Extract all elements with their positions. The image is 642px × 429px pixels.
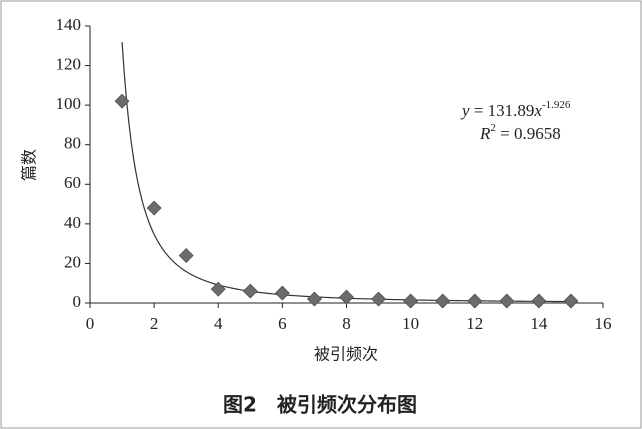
y-tick-label: 0 [73,292,82,311]
x-tick-label: 0 [86,314,95,333]
y-tick-label: 60 [64,173,81,192]
equation-x: x [533,101,542,120]
equation-coefficient: 131.89 [488,101,535,120]
point [435,293,451,309]
point [467,293,483,309]
chart-title: 图2 被引频次分布图 [223,393,417,417]
point [339,289,354,305]
point [178,248,194,263]
y-tick-label: 120 [56,54,82,73]
y-tick-label: 80 [64,134,81,153]
y-tick-label: 20 [64,252,81,271]
x-tick-label: 2 [150,314,159,333]
point [210,281,226,297]
point [242,283,258,299]
r-power: 2 [490,122,496,134]
point [403,293,419,309]
point [499,293,515,309]
r-squared-value: 0.9658 [514,124,561,143]
equation-y: y [460,101,470,120]
y-tick-label: 140 [56,15,82,34]
trendline-equation: y = 131.89x-1.926 [460,99,571,120]
x-axis-label: 被引频次 [314,345,378,364]
point [274,285,290,301]
x-tick-label: 4 [214,314,223,333]
point [563,293,579,309]
point [371,291,386,307]
y-tick-label: 40 [64,213,81,232]
x-tick-label: 8 [342,314,351,333]
point [146,200,162,216]
r-equals: = [496,124,514,143]
x-tick-label: 6 [278,314,287,333]
r-symbol: R [479,124,491,143]
x-tick-label: 14 [530,314,548,333]
equation-equals: = [470,101,488,120]
y-tick-label: 100 [56,94,82,113]
x-tick-label: 10 [402,314,419,333]
point [531,293,547,309]
x-tick-label: 16 [595,314,612,333]
y-axis-label: 篇数 [20,149,39,181]
point [114,93,130,109]
x-tick-label: 12 [466,314,483,333]
point [307,291,322,307]
equation-exponent: -1.926 [542,99,571,111]
trendline-r-squared: R2 = 0.9658 [479,122,561,143]
